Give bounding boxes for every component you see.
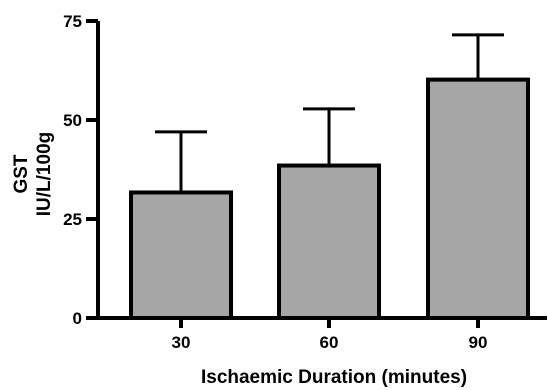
y-axis-title-line-2: IU/L/100g (34, 132, 55, 216)
y-tick-label: 50 (63, 111, 82, 130)
x-tick-label: 30 (172, 333, 191, 352)
y-tick-label: 75 (63, 12, 82, 31)
plot-area: 0 25 50 75 30 60 90 (63, 12, 547, 352)
bar-30 (129, 190, 233, 320)
x-tick-label: 90 (469, 333, 488, 352)
y-axis-title: GST IU/L/100g (11, 132, 55, 216)
y-tick-label: 25 (63, 210, 82, 229)
y-tick-label: 0 (73, 309, 82, 328)
x-tick-label: 60 (320, 333, 339, 352)
bar-60 (277, 163, 381, 320)
bar-90 (426, 77, 530, 320)
x-axis-title: Ischaemic Duration (minutes) (201, 367, 467, 388)
y-axis-title-line-1: GST (11, 154, 32, 193)
